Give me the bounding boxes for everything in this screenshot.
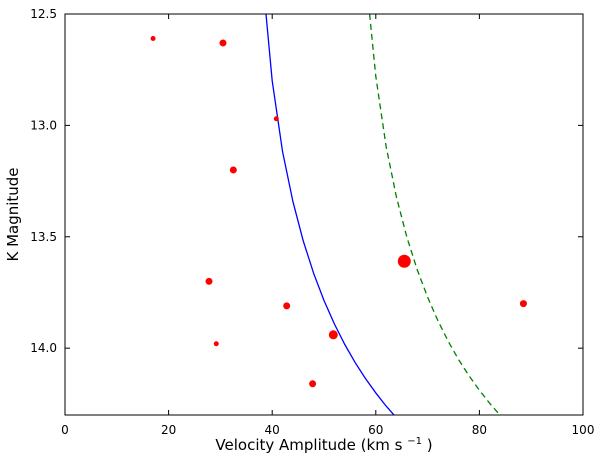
plot-frame (64, 13, 584, 416)
data-point-10 (213, 341, 219, 347)
y-tick-label-3: 13.5 (30, 230, 57, 244)
x-tick-label-3: 40 (265, 423, 280, 437)
x-axis-title: Velocity Amplitude (km s −1 ) (215, 430, 432, 454)
data-point-8 (519, 300, 527, 308)
y-tick-label-4: 14.0 (30, 341, 57, 355)
data-point-3 (273, 116, 279, 122)
y-tick-label-1: 12.5 (30, 7, 57, 21)
tick-layer (64, 13, 584, 415)
x-tick-label-4: 60 (368, 423, 383, 437)
x-tick-label-2: 20 (161, 423, 176, 437)
x-axis-title-main: Velocity Amplitude (km s (215, 436, 402, 454)
data-point-5 (205, 277, 213, 285)
data-point-9 (328, 330, 338, 340)
x-axis-title-superscript: −1 (407, 436, 422, 447)
data-point-11 (309, 380, 317, 388)
y-tick-label-2: 13.0 (30, 118, 57, 132)
series-layer (265, 14, 501, 415)
data-point-1 (150, 36, 156, 42)
x-tick-label-5: 80 (472, 423, 487, 437)
x-tick-label-1: 0 (61, 423, 69, 437)
data-point-4 (229, 166, 237, 174)
tick-label-layer: 0 20 40 60 80 100 12.5 13.0 13.5 14.0 (30, 7, 594, 437)
x-tick-label-6: 100 (572, 423, 595, 437)
data-point-7 (283, 302, 291, 310)
points-layer (150, 36, 527, 388)
data-point-2 (219, 39, 227, 47)
y-axis-title: K Magnitude (4, 167, 22, 261)
series-line-1 (265, 14, 395, 415)
data-point-6 (397, 254, 411, 268)
x-axis-title-end: ) (427, 436, 433, 454)
